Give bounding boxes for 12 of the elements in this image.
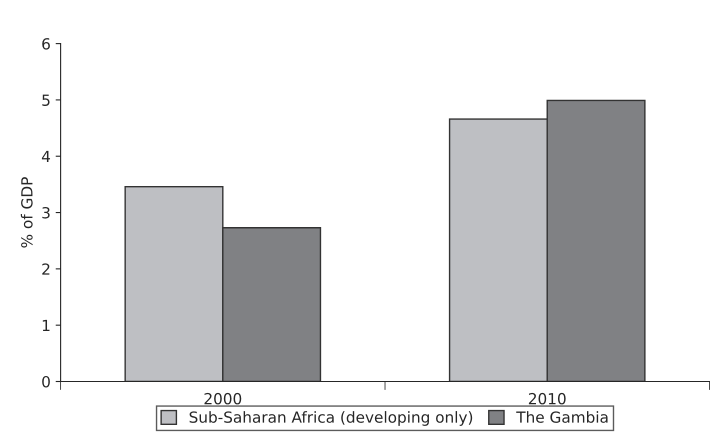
y-tick-label: 4 <box>42 150 50 162</box>
y-tick-label: 1 <box>42 320 50 331</box>
y-tick-label: 2 <box>42 263 50 275</box>
x-tick-label: 2010 <box>528 392 566 404</box>
legend-label: The Gambia <box>516 411 608 423</box>
y-tick-label: 3 <box>42 207 50 219</box>
x-tick-label: 2000 <box>204 392 242 404</box>
y-axis-title: % of GDP <box>20 177 33 248</box>
y-tick-label: 0 <box>42 376 50 388</box>
legend-label: Sub-Saharan Africa (developing only) <box>190 411 472 426</box>
y-tick-label: 6 <box>42 38 50 50</box>
y-tick-label: 5 <box>42 94 50 106</box>
